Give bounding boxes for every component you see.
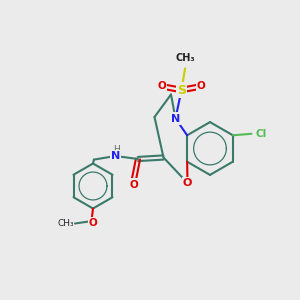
- Text: O: O: [183, 178, 192, 188]
- Text: CH₃: CH₃: [57, 219, 74, 228]
- Text: O: O: [88, 218, 98, 229]
- Text: Cl: Cl: [255, 129, 267, 139]
- Text: H: H: [114, 145, 120, 154]
- Text: N: N: [111, 151, 120, 161]
- Text: O: O: [130, 179, 139, 190]
- Text: N: N: [171, 113, 180, 124]
- Text: O: O: [158, 81, 166, 92]
- Text: S: S: [177, 83, 186, 97]
- Text: CH₃: CH₃: [176, 53, 196, 63]
- Text: O: O: [196, 81, 206, 92]
